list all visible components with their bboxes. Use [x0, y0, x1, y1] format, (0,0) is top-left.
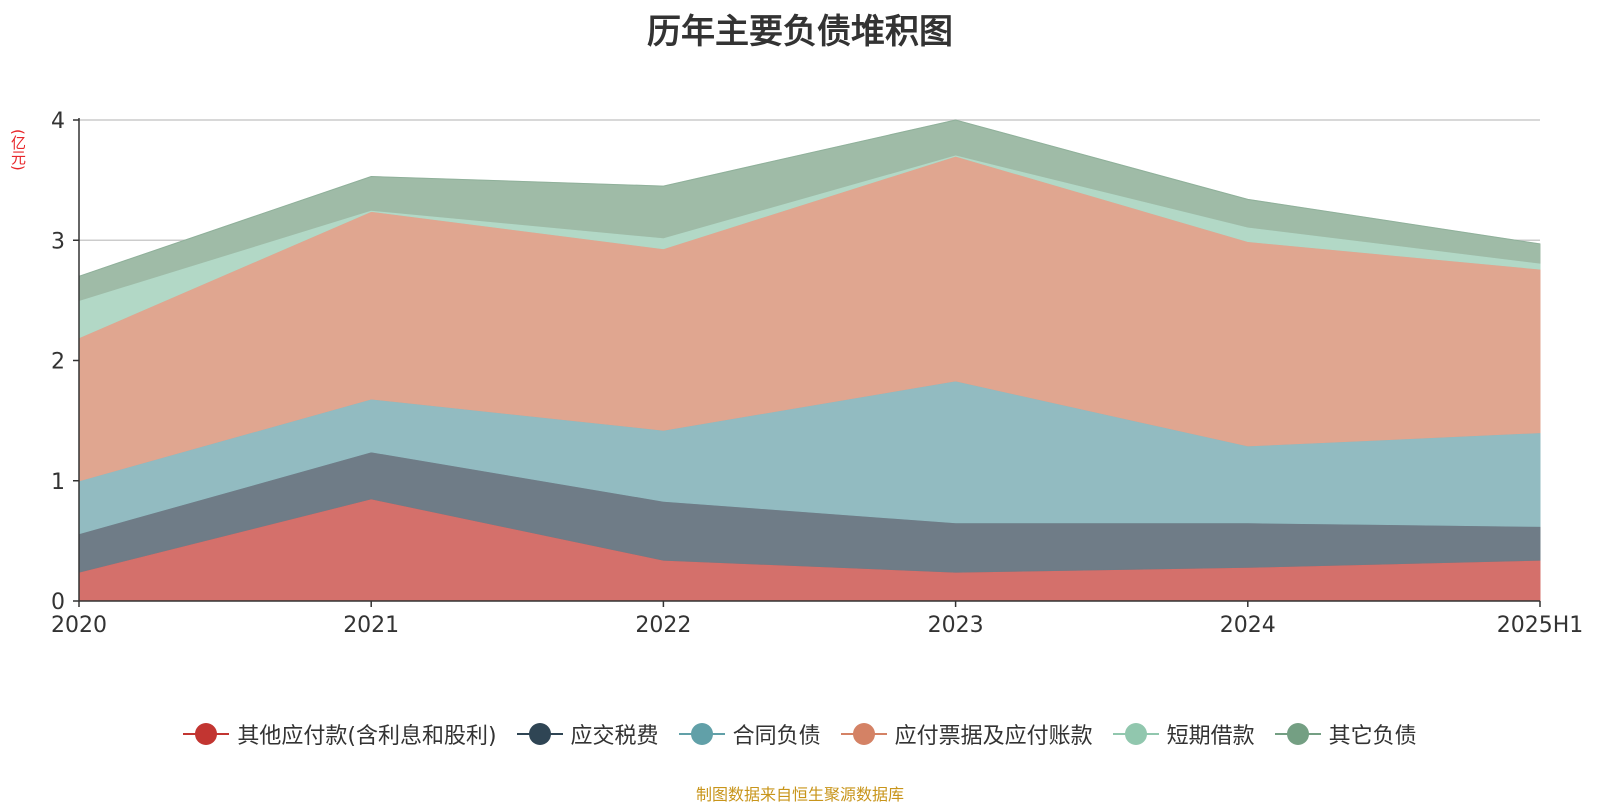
legend-marker-icon — [840, 722, 887, 746]
legend-marker-dot — [528, 723, 551, 745]
chart-title: 历年主要负债堆积图 — [647, 12, 953, 52]
legend-label: 其它负债 — [1328, 724, 1417, 749]
data-source-note: 制图数据来自恒生聚源数据库 — [695, 785, 904, 804]
y-tick-label-0: 0 — [51, 590, 65, 615]
legend-marker-icon — [183, 722, 230, 746]
legend-marker-dot — [1124, 723, 1147, 745]
legend-label: 应付票据及应付账款 — [894, 724, 1093, 749]
y-tick-label-4: 4 — [51, 109, 65, 134]
legend-marker-dot — [852, 723, 875, 745]
x-tick-label-4: 2024 — [1220, 613, 1276, 638]
legend: 其他应付款(含利息和股利) 应交税费 合同负债 应付票据及应付账款 短期借款 其它负债 — [0, 718, 1600, 750]
legend-item-3[interactable]: 应付票据及应付账款 — [840, 718, 1093, 750]
area-series-5 — [78, 119, 1541, 302]
legend-marker-icon — [678, 722, 725, 746]
y-tick-label-1: 1 — [51, 470, 65, 495]
legend-label: 合同负债 — [732, 724, 821, 749]
legend-marker-icon — [516, 722, 563, 746]
x-tick-label-2: 2022 — [635, 613, 691, 638]
x-tick-label-3: 2023 — [928, 613, 984, 638]
legend-item-1[interactable]: 应交税费 — [516, 718, 659, 750]
x-tick-label-5: 2025H1 — [1497, 613, 1584, 638]
legend-label: 其他应付款(含利息和股利) — [237, 724, 497, 749]
y-tick-label-2: 2 — [51, 350, 65, 375]
y-tick-label-3: 3 — [51, 229, 65, 254]
x-tick-label-0: 2020 — [51, 613, 107, 638]
area-series — [78, 119, 1541, 602]
legend-marker-dot — [690, 723, 713, 745]
legend-label: 应交税费 — [570, 724, 659, 749]
legend-label: 短期借款 — [1166, 724, 1255, 749]
legend-marker-dot — [1286, 723, 1309, 745]
legend-item-2[interactable]: 合同负债 — [678, 718, 821, 750]
area-line-series-5 — [78, 119, 1541, 277]
legend-marker-dot — [195, 723, 218, 745]
x-tick-label-1: 2021 — [343, 613, 399, 638]
legend-marker-icon — [1274, 722, 1321, 746]
legend-marker-icon — [1112, 722, 1159, 746]
legend-item-5[interactable]: 其它负债 — [1274, 718, 1417, 750]
axes: 0 1 2 3 4 2020 2021 2022 2023 2024 2025H1 — [51, 109, 1583, 638]
legend-item-4[interactable]: 短期借款 — [1112, 718, 1255, 750]
y-axis-unit-label: (亿元) — [9, 129, 27, 171]
legend-item-0[interactable]: 其他应付款(含利息和股利) — [183, 718, 497, 750]
